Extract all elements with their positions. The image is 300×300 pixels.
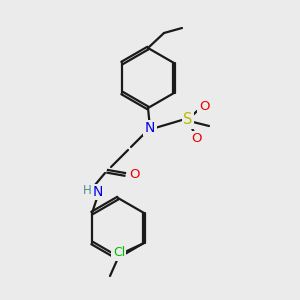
Text: S: S [183, 112, 193, 128]
Text: O: O [129, 169, 139, 182]
Text: N: N [145, 121, 155, 135]
Text: O: O [191, 133, 201, 146]
Text: Cl: Cl [113, 247, 125, 260]
Text: N: N [93, 185, 103, 199]
Text: H: H [82, 184, 91, 197]
Text: O: O [199, 100, 209, 112]
